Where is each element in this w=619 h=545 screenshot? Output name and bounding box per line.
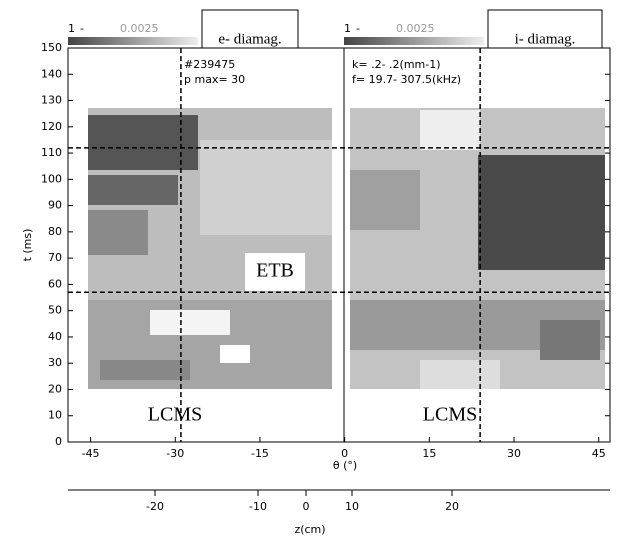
contour-right: [350, 108, 605, 389]
x2-tick-label: 20: [445, 500, 459, 513]
y-tick-label: 130: [41, 94, 62, 107]
contour-left: [88, 108, 332, 389]
dash: -: [356, 22, 360, 35]
x-axis-label: θ (°): [333, 459, 357, 472]
y-tick-label: 120: [41, 120, 62, 133]
x2-tick-label: 0: [303, 500, 310, 513]
y-tick-label: 50: [48, 304, 62, 317]
label: i- diamag.: [515, 31, 576, 47]
x-tick-label: 15: [422, 447, 436, 460]
y-tick-label: 100: [41, 172, 62, 185]
y-tick-label: 150: [41, 41, 62, 54]
colorbar: [68, 37, 198, 45]
annotation: k= .2- .2(mm-1): [352, 58, 441, 71]
x2-axis-label: z(cm): [294, 523, 325, 536]
x-tick-label: -45: [82, 447, 100, 460]
x-tick-label: -30: [166, 447, 184, 460]
x-tick-label: 45: [592, 447, 606, 460]
label: ETB: [256, 260, 294, 282]
panel-right: [343, 47, 611, 443]
label-box: [487, 9, 603, 49]
colorbar-max: 1: [344, 22, 351, 35]
y-tick-label: 90: [48, 199, 62, 212]
colorbar-min: 0.0025: [120, 22, 159, 35]
x-tick-label: 30: [507, 447, 521, 460]
y-tick-label: 140: [41, 67, 62, 80]
y-tick-label: 0: [55, 435, 62, 448]
label-bg: [245, 253, 305, 291]
label: LCMS: [148, 404, 202, 426]
y-tick-label: 60: [48, 277, 62, 290]
colorbar-min: 0.0025: [396, 22, 435, 35]
dash: -: [80, 22, 84, 35]
x2-tick-label: 10: [345, 500, 359, 513]
x-tick-label: 0: [341, 447, 348, 460]
label: LCMS: [423, 404, 477, 426]
y-tick-label: 80: [48, 225, 62, 238]
label-box: [201, 9, 299, 49]
annotation: #239475: [184, 58, 235, 71]
colorbar-max: 1: [68, 22, 75, 35]
y-tick-label: 10: [48, 409, 62, 422]
annotation: p max= 30: [184, 73, 245, 86]
label: e- diamag.: [218, 31, 281, 47]
x2-tick-label: -20: [146, 500, 164, 513]
annotation: f= 19.7- 307.5(kHz): [352, 73, 461, 86]
y-tick-label: 40: [48, 330, 62, 343]
x-tick-label: -15: [251, 447, 269, 460]
y-tick-label: 30: [48, 356, 62, 369]
y-tick-label: 110: [41, 146, 62, 159]
y-tick-label: 20: [48, 382, 62, 395]
colorbar: [344, 37, 484, 45]
y-tick-label: 70: [48, 251, 62, 264]
y-axis-label: t (ms): [21, 229, 34, 262]
x2-tick-label: -10: [249, 500, 267, 513]
